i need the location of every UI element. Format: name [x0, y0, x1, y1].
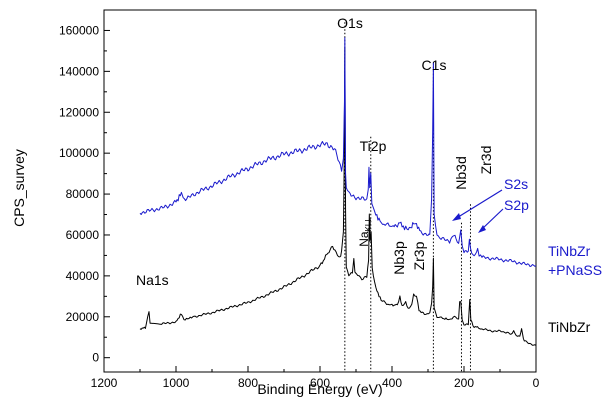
y-tick-label: 140000	[59, 64, 99, 78]
x-axis-label: Binding Energy (eV)	[257, 381, 382, 397]
series-lines	[139, 37, 537, 346]
x-tick-label: 200	[454, 376, 474, 390]
y-tick-label: 160000	[59, 23, 99, 37]
label-ti2p: Ti2p	[360, 138, 387, 154]
y-tick-label: 40000	[66, 269, 100, 283]
x-tick-label: 0	[533, 376, 540, 390]
x-axis-ticks: 1200 1000 800 600 400 200 0	[91, 366, 540, 390]
label-nakll-sub: KLL	[364, 217, 373, 232]
series-line-tinbzr-pnass	[139, 37, 537, 267]
label-s2p: S2p	[504, 197, 529, 213]
series-label-pnass-line2: +PNaSS	[548, 262, 602, 278]
label-s2s: S2s	[504, 176, 528, 192]
x-tick-label: 600	[310, 376, 330, 390]
y-tick-label: 0	[92, 351, 99, 365]
label-nakll-main: Na	[357, 231, 371, 247]
x-tick-label: 800	[238, 376, 258, 390]
y-tick-label: 120000	[59, 105, 99, 119]
label-c1s: C1s	[422, 57, 447, 73]
label-zr3p: Zr3p	[411, 241, 427, 270]
s2p-arrow	[478, 208, 504, 233]
label-zr3d: Zr3d	[478, 146, 494, 175]
y-tick-label: 80000	[66, 187, 100, 201]
label-nb3d: Nb3d	[453, 156, 469, 189]
y-axis-label: CPS_survey	[11, 149, 27, 227]
label-o1s: O1s	[337, 15, 363, 31]
y-tick-label: 100000	[59, 146, 99, 160]
x-tick-label: 1200	[91, 376, 118, 390]
series-label-tinbzr: TiNbZr	[548, 319, 591, 335]
y-tick-label: 20000	[66, 310, 100, 324]
y-tick-label: 60000	[66, 228, 100, 242]
series-line-tinbzr	[139, 47, 537, 346]
s2s-arrow	[452, 189, 503, 221]
label-nb3p: Nb3p	[391, 241, 407, 275]
x-tick-label: 400	[382, 376, 402, 390]
y-axis-ticks: 0 20000 40000 60000 80000 100000 120000 140000 1…	[59, 23, 110, 365]
label-na1s: Na1s	[136, 272, 169, 288]
label-nakll: NaKLL	[357, 217, 373, 247]
series-label-pnass-line1: TiNbZr	[548, 243, 591, 259]
x-tick-label: 1000	[163, 376, 190, 390]
